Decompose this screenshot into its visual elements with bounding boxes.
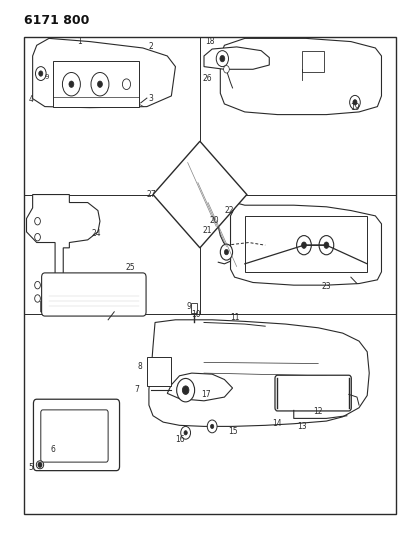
Polygon shape (33, 38, 175, 108)
Text: 2: 2 (149, 42, 153, 51)
Text: 7: 7 (134, 385, 139, 394)
Text: 9: 9 (44, 75, 49, 80)
Bar (191, 303, 197, 313)
Text: 9: 9 (186, 302, 191, 311)
Text: 23: 23 (322, 282, 331, 291)
Polygon shape (231, 195, 381, 285)
Circle shape (38, 462, 42, 467)
FancyBboxPatch shape (42, 273, 146, 316)
Bar (245, 216, 367, 272)
FancyBboxPatch shape (33, 399, 120, 471)
Text: 5: 5 (28, 463, 33, 472)
Bar (147, 357, 171, 386)
Polygon shape (167, 373, 233, 401)
Polygon shape (149, 320, 369, 426)
Circle shape (184, 431, 187, 435)
Circle shape (98, 81, 102, 87)
Circle shape (350, 95, 360, 109)
Text: 13: 13 (297, 422, 307, 431)
Circle shape (177, 378, 195, 402)
Polygon shape (27, 195, 100, 312)
Text: 20: 20 (209, 216, 219, 225)
Text: 18: 18 (205, 37, 215, 46)
Text: 14: 14 (273, 419, 282, 429)
Circle shape (224, 249, 228, 255)
Text: 22: 22 (224, 206, 234, 215)
Bar (24, 37, 396, 514)
Text: 15: 15 (228, 427, 237, 437)
Text: 10: 10 (191, 310, 201, 319)
Circle shape (39, 71, 43, 76)
Text: 3: 3 (149, 94, 153, 103)
Text: 8: 8 (137, 362, 142, 371)
Text: 26: 26 (202, 74, 212, 83)
Circle shape (62, 72, 80, 96)
Circle shape (35, 67, 46, 80)
Circle shape (220, 244, 233, 260)
Circle shape (211, 424, 214, 429)
Circle shape (35, 217, 40, 225)
Circle shape (319, 236, 334, 255)
Circle shape (353, 100, 357, 105)
Text: 21: 21 (202, 227, 212, 236)
Bar (53, 61, 139, 107)
Text: 6: 6 (51, 445, 55, 454)
Circle shape (302, 242, 306, 248)
FancyBboxPatch shape (275, 375, 351, 411)
Circle shape (35, 233, 40, 241)
Text: 25: 25 (126, 263, 135, 272)
Polygon shape (153, 141, 247, 248)
Bar (302, 51, 324, 72)
Text: 24: 24 (91, 229, 101, 238)
Circle shape (181, 426, 191, 439)
Text: 11: 11 (230, 313, 239, 322)
Circle shape (324, 242, 329, 248)
Circle shape (224, 66, 229, 73)
Circle shape (297, 236, 311, 255)
Circle shape (91, 72, 109, 96)
Polygon shape (220, 38, 381, 115)
Text: 1: 1 (77, 37, 82, 46)
Ellipse shape (36, 461, 44, 469)
Circle shape (122, 79, 131, 90)
Circle shape (220, 55, 225, 62)
Circle shape (35, 295, 40, 302)
FancyBboxPatch shape (41, 410, 108, 462)
Circle shape (182, 386, 189, 394)
Text: 16: 16 (175, 435, 184, 445)
Text: 4: 4 (28, 95, 33, 104)
Polygon shape (204, 47, 269, 69)
Text: 27: 27 (146, 190, 156, 199)
Circle shape (216, 51, 228, 67)
Circle shape (207, 420, 217, 433)
Circle shape (69, 81, 74, 87)
Text: 19: 19 (350, 103, 360, 112)
Text: 17: 17 (201, 390, 211, 399)
Text: 12: 12 (313, 407, 323, 416)
Circle shape (35, 281, 40, 289)
Text: 6171 800: 6171 800 (24, 14, 90, 27)
